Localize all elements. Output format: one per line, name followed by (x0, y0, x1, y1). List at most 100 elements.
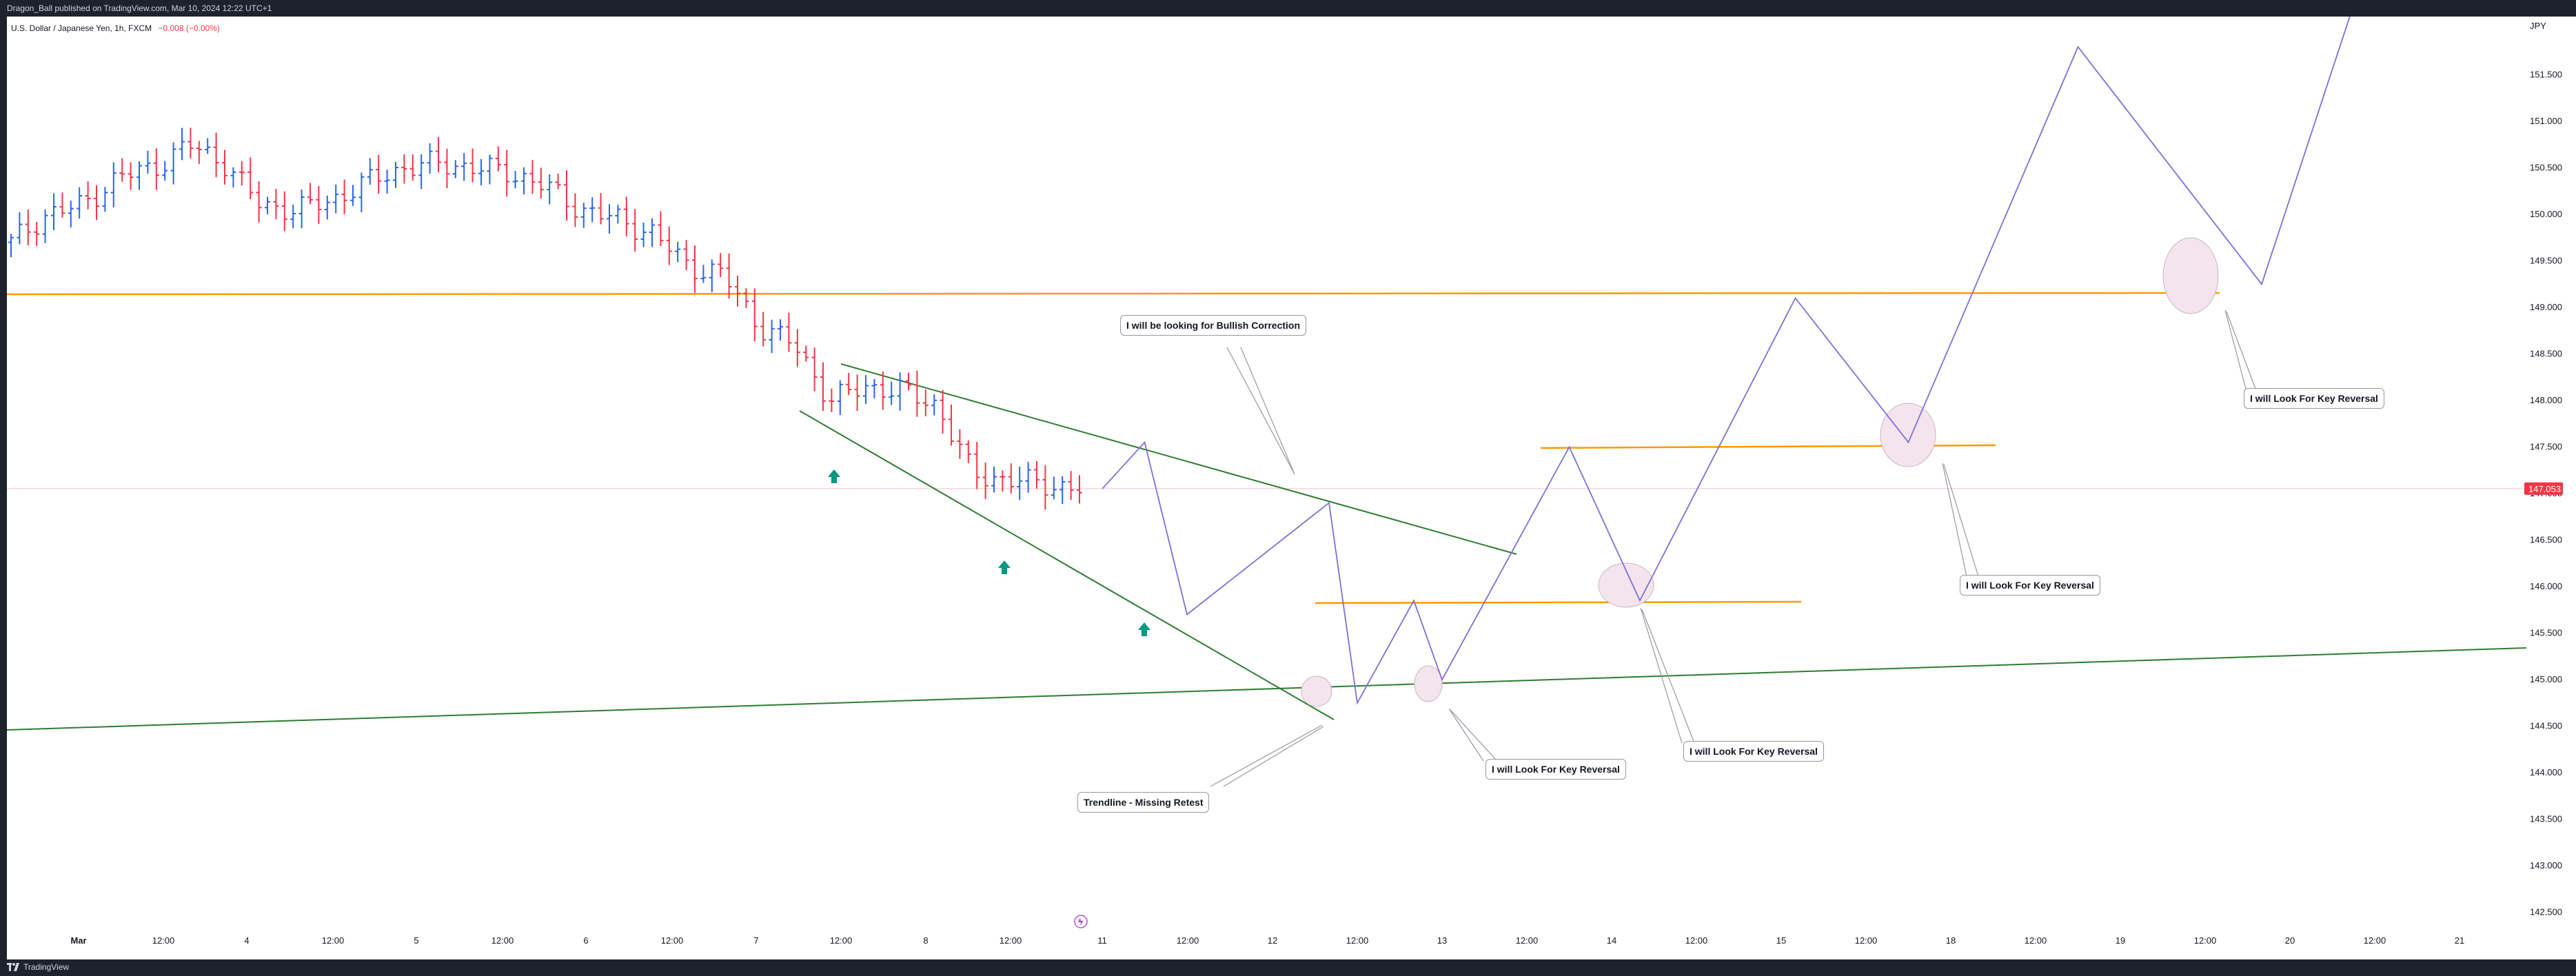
candle (803, 345, 809, 362)
candle (418, 154, 425, 190)
candle (760, 312, 767, 347)
time-tick-label: 12:00 (322, 935, 345, 946)
candle (751, 288, 758, 342)
candle (358, 172, 365, 212)
candle (623, 196, 629, 236)
candle (931, 394, 937, 416)
candle (683, 240, 689, 270)
candle (110, 162, 116, 207)
candle (666, 226, 672, 265)
candle (718, 253, 724, 278)
callout-pointer (1641, 609, 1695, 744)
time-tick-label: 12:00 (1177, 935, 1199, 946)
candle (452, 160, 458, 179)
candle (700, 265, 707, 283)
candle (794, 329, 800, 367)
candle (1068, 471, 1074, 500)
candle (846, 372, 852, 396)
callout-bullish-correction[interactable]: I will be looking for Bullish Correction (1120, 315, 1307, 336)
price-tick-label: 149.000 (2530, 302, 2562, 312)
candle (974, 442, 980, 489)
reversal-zone (1880, 403, 1936, 467)
candle (1025, 462, 1031, 493)
time-tick-label: 12:00 (661, 935, 684, 946)
callout-pointer (1942, 462, 1967, 577)
candle (1059, 476, 1066, 505)
candle (427, 143, 433, 174)
candle (1051, 476, 1057, 500)
candle (906, 372, 911, 391)
candle (598, 193, 604, 225)
candle (914, 370, 920, 417)
candle (982, 462, 988, 499)
candle (521, 167, 527, 195)
candle (649, 218, 655, 247)
callout-pointer (1240, 347, 1295, 475)
time-tick-label: 12 (1268, 935, 1277, 946)
time-tick-label: 15 (1776, 935, 1786, 946)
event-bolt-icon (1078, 917, 1084, 926)
candle (889, 381, 895, 405)
candle (213, 132, 219, 178)
time-tick-label: 12:00 (1855, 935, 1878, 946)
candle (17, 212, 23, 245)
projection-path (1102, 17, 2351, 705)
reversal-zone (1414, 665, 1443, 702)
candle (632, 209, 638, 252)
callout-key-reversal-2[interactable]: I will Look For Key Reversal (1683, 741, 1824, 762)
candle (153, 148, 159, 190)
price-change: −0.008 (−0.00%) (158, 23, 220, 33)
wedge-upper-trendline (840, 363, 1517, 555)
candle (854, 374, 860, 411)
candle (341, 179, 347, 214)
candle (675, 241, 681, 263)
callout-pointer (2226, 311, 2256, 389)
price-tick-label: 148.000 (2530, 395, 2562, 405)
candle (487, 154, 493, 185)
callout-pointer (1450, 709, 1498, 762)
candle (350, 185, 356, 206)
candle (34, 221, 40, 246)
candle (196, 141, 202, 164)
price-tick-label: 150.500 (2530, 163, 2562, 173)
candle (298, 190, 305, 229)
candle (376, 154, 382, 194)
callout-key-reversal-4[interactable]: I will Look For Key Reversal (2244, 388, 2384, 409)
time-tick-label: 5 (414, 935, 418, 946)
candle (991, 467, 997, 493)
candle (59, 192, 65, 218)
long-support-trendline (7, 647, 2527, 731)
time-tick-label: 20 (2285, 935, 2295, 946)
candle (290, 204, 296, 229)
candle (401, 154, 407, 184)
candle (837, 380, 843, 416)
price-tick-label: 151.000 (2530, 116, 2562, 126)
time-tick-label: 14 (1607, 935, 1616, 946)
symbol-legend: U.S. Dollar / Japanese Yen, 1h, FXCM −0.… (11, 23, 220, 33)
candle (940, 389, 946, 434)
callout-key-reversal-1[interactable]: I will Look For Key Reversal (1485, 759, 1626, 780)
tradingview-logo[interactable]: TradingView (7, 959, 69, 975)
time-tick-label: 12:00 (1516, 935, 1539, 946)
candle (880, 372, 886, 410)
callout-key-reversal-3[interactable]: I will Look For Key Reversal (1960, 575, 2100, 596)
publish-bar: Dragon_Ball published on TradingView.com… (0, 0, 2576, 17)
callout-trendline-retest[interactable]: Trendline - Missing Retest (1077, 792, 1210, 813)
candle (187, 128, 194, 159)
price-chart[interactable]: 142.500 143.000 143.500 144.000 144.500 145.0… (7, 17, 2576, 959)
time-tick-label: 7 (753, 935, 758, 946)
candle (863, 375, 869, 404)
candle (1017, 467, 1023, 500)
callout-pointer (1943, 464, 1979, 577)
symbol-title: U.S. Dollar / Japanese Yen, 1h, FXCM (11, 23, 152, 33)
callout-pointer (1223, 726, 1324, 787)
time-tick-label: 18 (1946, 935, 1956, 946)
candle (1008, 463, 1014, 494)
candle (256, 181, 262, 223)
price-tick-label: 150.000 (2530, 209, 2562, 219)
candle (512, 171, 518, 189)
chart-area[interactable]: 142.500 143.000 143.500 144.000 144.500 145.0… (7, 17, 2576, 959)
candle (778, 319, 783, 341)
time-tick-label: 12:00 (830, 935, 853, 946)
candle (871, 378, 878, 398)
